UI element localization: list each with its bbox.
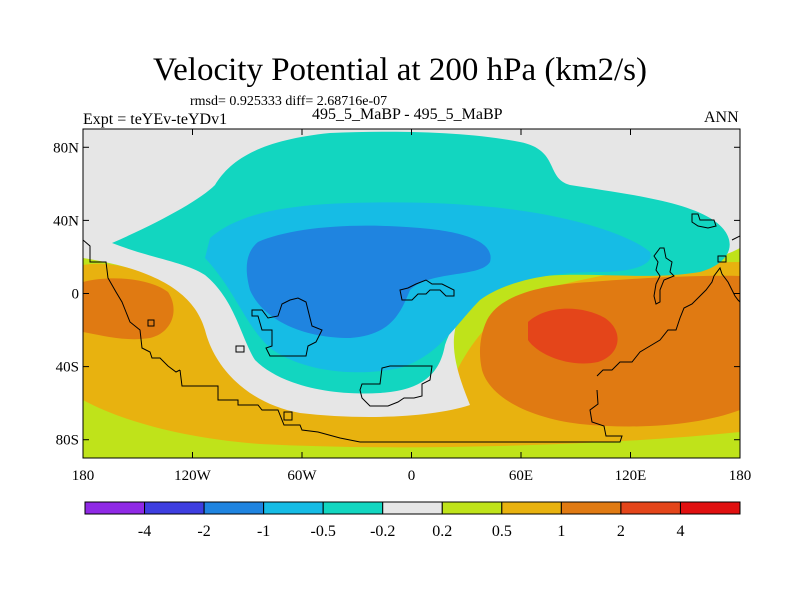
x-tick-label: 0	[408, 468, 416, 484]
coastline-australia	[596, 266, 740, 377]
colorbar-swatch	[84, 501, 146, 515]
coastline-japan	[691, 213, 717, 229]
coastline-small-island-3	[283, 411, 293, 421]
coastline-west-pacific-islands	[83, 239, 181, 373]
colorbar-label: -4	[138, 523, 151, 540]
colorbar-label: 1	[557, 523, 565, 540]
colorbar-swatch	[501, 501, 562, 515]
colorbar-swatch	[322, 501, 384, 515]
colorbar-swatch	[560, 501, 622, 515]
x-tick-label: 120E	[615, 468, 647, 484]
y-tick-label: 0	[72, 287, 80, 303]
colorbar: -4 -2 -1 -0.5 -0.2 0.2 0.5 1 2 4	[84, 501, 741, 540]
colorbar-swatch	[441, 501, 503, 515]
coastline-east-islands	[717, 235, 740, 263]
colorbar-label: 0.5	[492, 523, 512, 540]
colorbar-label: -2	[197, 523, 210, 540]
colorbar-label: 4	[676, 523, 684, 540]
y-tick-label: 80S	[56, 433, 79, 449]
experiment-label: Expt = teYEv-teYDv1	[83, 111, 228, 128]
coastline-new-guinea	[653, 247, 675, 305]
coastline-small-island-1	[147, 319, 155, 327]
colorbar-swatch	[144, 501, 205, 515]
coastline-small-island-2	[235, 345, 245, 353]
x-tick-label: 120W	[174, 468, 212, 484]
case-comparison-label: 495_5_MaBP - 495_5_MaBP	[312, 106, 503, 123]
colorbar-swatch	[620, 501, 681, 515]
season-label: ANN	[704, 109, 739, 126]
x-tick-label: 180	[72, 468, 95, 484]
coastline-africa	[399, 279, 455, 301]
colorbar-label: -1	[257, 523, 270, 540]
field-positive-indian-ocean-max	[528, 308, 618, 364]
colorbar-swatch	[679, 501, 741, 515]
coastline-antarctic-peninsula	[359, 365, 433, 407]
field-positive-west-pacific-lobe	[83, 278, 174, 340]
axis-ticks: 180 120W 60W 0 60E 120E 180 80N 40N 0 40S 80S	[53, 129, 751, 484]
x-tick-label: 180	[729, 468, 752, 484]
colorbar-swatch	[263, 501, 324, 515]
y-tick-label: 80N	[53, 140, 79, 156]
coastline-south-america	[251, 297, 323, 357]
contour-fill-layers	[83, 129, 740, 458]
chart-title: Velocity Potential at 200 hPa (km2/s)	[152, 52, 648, 88]
x-tick-label: 60E	[509, 468, 533, 484]
coastline-antarctica	[179, 369, 623, 443]
colorbar-swatch	[203, 501, 265, 515]
colorbar-label: -0.2	[370, 523, 395, 540]
colorbar-swatch	[382, 501, 443, 515]
colorbar-label: 2	[617, 523, 625, 540]
colorbar-label: 0.2	[432, 523, 452, 540]
y-tick-label: 40S	[56, 360, 79, 376]
coastline-outlines	[83, 213, 740, 443]
y-tick-label: 40N	[53, 213, 79, 229]
rmsd-diff-stats: rmsd= 0.925333 diff= 2.68716e-07	[190, 94, 388, 109]
colorbar-label: -0.5	[311, 523, 336, 540]
x-tick-label: 60W	[287, 468, 317, 484]
field-weak-positive-south-band	[83, 400, 740, 458]
